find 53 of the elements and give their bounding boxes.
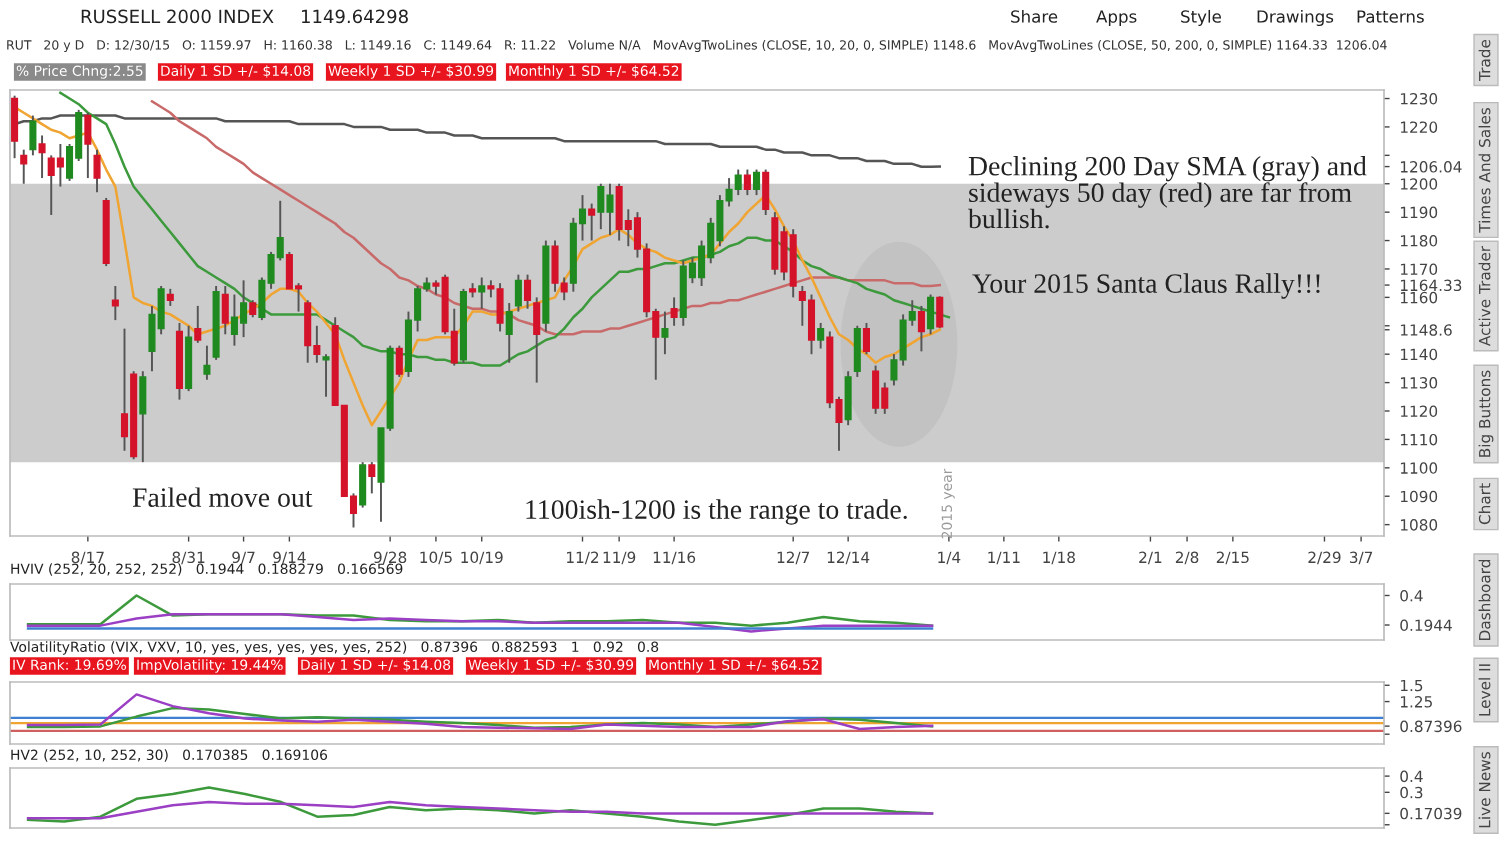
- candlestick: [194, 304, 202, 344]
- line-series: [26, 706, 934, 729]
- annotation: Failed move out: [132, 487, 313, 507]
- text: Share: [1011, 9, 1058, 23]
- chart-title: RUSSELL 2000 INDEX: [81, 9, 274, 24]
- candlestick: [753, 168, 761, 197]
- candlestick: [533, 296, 541, 384]
- candlestick: [917, 304, 925, 353]
- text: Patterns: [1357, 10, 1424, 23]
- candlestick: [368, 461, 376, 495]
- candlestick: [862, 321, 870, 356]
- line-series: [150, 100, 941, 336]
- candlestick: [395, 344, 403, 378]
- candlestick: [304, 299, 312, 364]
- candlestick: [853, 324, 861, 378]
- text: 1149.64298: [301, 9, 408, 24]
- candlestick: [120, 327, 129, 452]
- candlestick: [359, 461, 367, 509]
- annotation: Declining 200 Day SMA (gray) and sideways 50 day (red) are far from bullish.: [968, 156, 1367, 229]
- candlestick: [734, 168, 742, 197]
- text: Drawings: [1257, 9, 1334, 27]
- candlestick: [670, 296, 678, 327]
- line-series: [26, 800, 934, 820]
- line-series: [26, 612, 934, 633]
- annotation: Your 2015 Santa Claus Rally!!!: [972, 273, 1320, 299]
- candlestick: [221, 285, 229, 336]
- candlestick: [111, 285, 119, 322]
- candlestick: [743, 168, 751, 197]
- candlestick: [322, 353, 330, 398]
- candlestick: [20, 148, 28, 185]
- candlestick: [93, 148, 101, 194]
- candlestick: [139, 370, 147, 464]
- text: Apps: [1096, 10, 1137, 27]
- candlestick: [817, 321, 825, 350]
- candlestick: [844, 370, 852, 427]
- candlestick: [807, 293, 816, 356]
- candlestick: [872, 364, 880, 415]
- candlestick: [203, 344, 211, 381]
- candlestick: [936, 295, 944, 330]
- line-series: [26, 693, 934, 731]
- candlestick: [762, 168, 770, 216]
- candlestick: [56, 143, 64, 188]
- candlestick: [927, 293, 935, 336]
- annotation: 1100ish-1200 is the range to trade.: [526, 499, 907, 525]
- text: Style: [1181, 9, 1221, 27]
- candlestick: [661, 310, 669, 356]
- candlestick: [38, 134, 46, 180]
- candlestick: [505, 302, 513, 364]
- candlestick: [514, 273, 522, 313]
- candlestick: [478, 276, 486, 310]
- line-series: [59, 91, 951, 367]
- candlestick: [524, 273, 532, 310]
- candlestick: [588, 202, 596, 242]
